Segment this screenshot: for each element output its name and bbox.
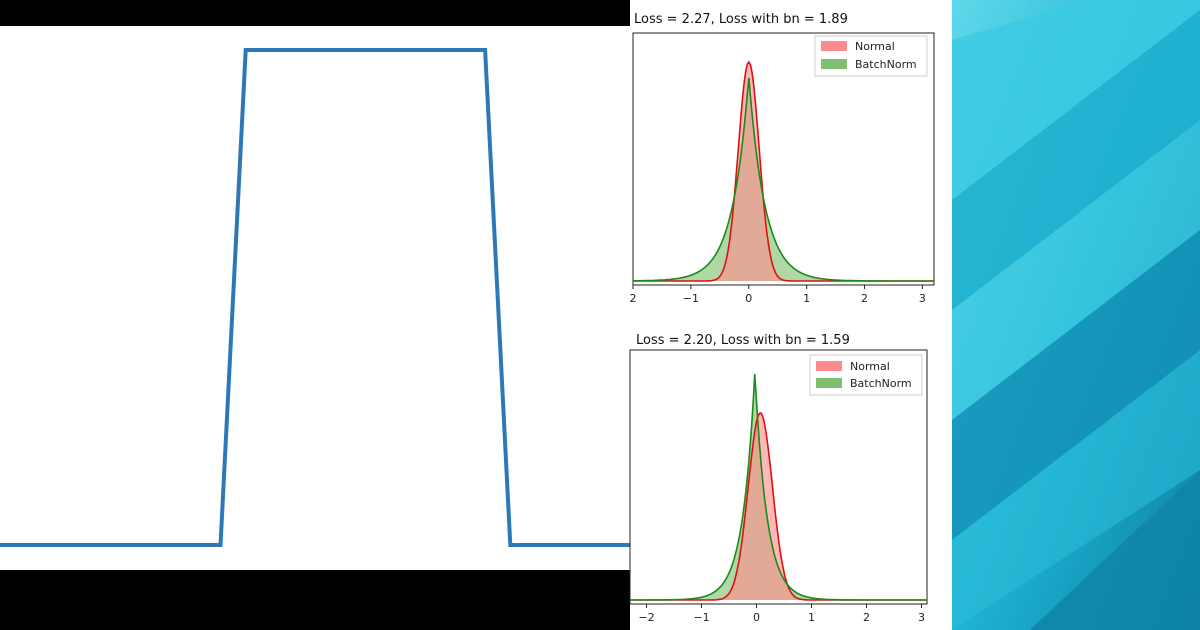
legend-label-batchnorm-bottom: BatchNorm <box>850 377 912 390</box>
decorative-background <box>952 0 1200 630</box>
legend-label-batchnorm-top: BatchNorm <box>855 58 917 71</box>
legend-bottom: Normal BatchNorm <box>809 354 923 396</box>
x-ticks-bottom: −2 −1 0 1 2 3 <box>638 604 925 624</box>
bottom-black-bar <box>0 570 630 630</box>
x-tick-label-0-3: 1 <box>803 292 810 305</box>
x-tick-label-0-0: 2 <box>630 292 637 305</box>
chart-title-bottom: Loss = 2.20, Loss with bn = 1.59 <box>636 333 850 348</box>
x-tick-label-1-1: −1 <box>693 611 709 624</box>
x-tick-label-1-4: 2 <box>863 611 870 624</box>
x-tick-label-1-5: 3 <box>918 611 925 624</box>
top-black-bar <box>0 0 630 26</box>
decor-stripes <box>952 0 1200 630</box>
legend-label-normal-bottom: Normal <box>850 360 890 373</box>
x-tick-label-1-2: 0 <box>753 611 760 624</box>
histogram-panel: Loss = 2.27, Loss with bn = 1.89 2 −1 0 1 2 3… <box>629 0 952 630</box>
legend-label-normal-top: Normal <box>855 40 895 53</box>
chart-title-top: Loss = 2.27, Loss with bn = 1.89 <box>634 12 848 27</box>
density-curves-bottom <box>630 374 927 601</box>
legend-swatch-normal-bottom <box>816 361 842 371</box>
legend-swatch-normal-top <box>821 41 847 51</box>
x-tick-label-0-4: 2 <box>861 292 868 305</box>
step-series-line <box>0 48 630 547</box>
legend-top: Normal BatchNorm <box>814 35 928 77</box>
normal-area-1 <box>630 412 927 600</box>
step-chart-panel <box>0 0 630 630</box>
histogram-bottom: Loss = 2.20, Loss with bn = 1.59 −2 −1 0 1 2… <box>629 333 928 624</box>
histogram-top: Loss = 2.27, Loss with bn = 1.89 2 −1 0 1 2 3… <box>630 12 935 305</box>
batchnorm-density-line-1 <box>630 374 927 601</box>
x-tick-label-0-2: 0 <box>745 292 752 305</box>
x-tick-label-1-0: −2 <box>638 611 654 624</box>
x-tick-label-1-3: 1 <box>808 611 815 624</box>
x-tick-label-0-5: 3 <box>919 292 926 305</box>
batchnorm-density-line-0 <box>633 77 934 282</box>
legend-swatch-batchnorm-top <box>821 59 847 69</box>
density-curves-top <box>633 60 934 282</box>
legend-box-bottom <box>809 354 923 396</box>
x-tick-label-0-1: −1 <box>683 292 699 305</box>
x-ticks-top: 2 −1 0 1 2 3 <box>630 285 926 305</box>
step-chart-background <box>0 26 630 570</box>
legend-swatch-batchnorm-bottom <box>816 378 842 388</box>
